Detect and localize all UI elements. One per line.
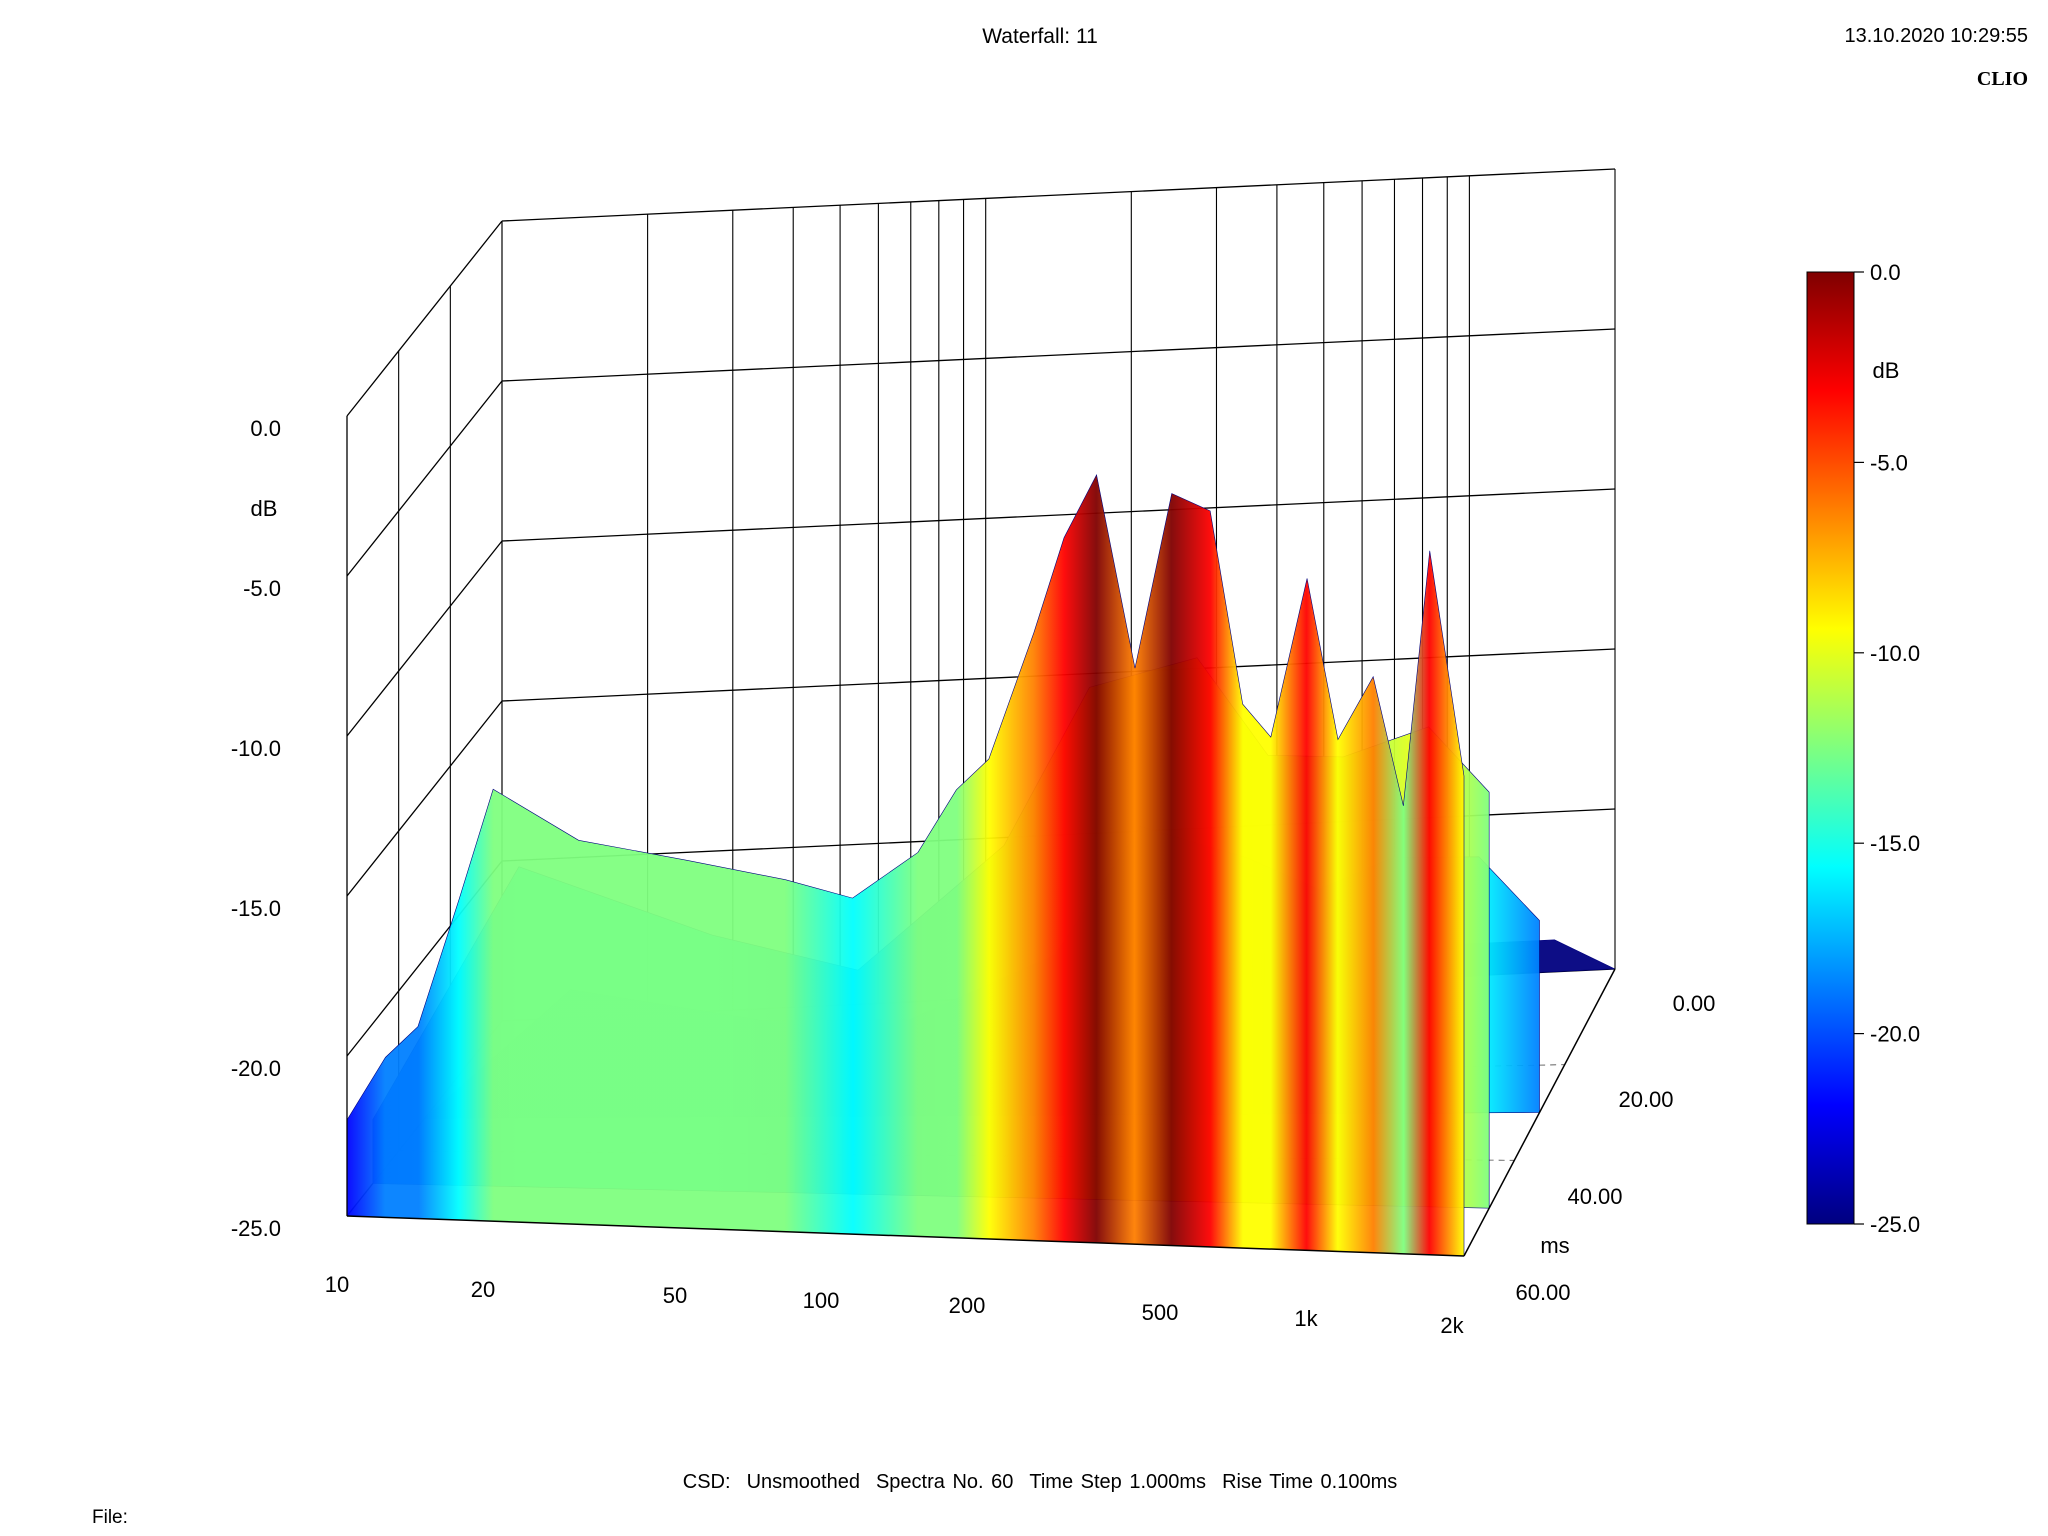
- colorbar-tick-label: -5.0: [1870, 450, 1908, 475]
- freq-tick-label: 200: [949, 1293, 986, 1318]
- time-tick-label: 0.00: [1673, 991, 1716, 1016]
- brand-logo: CLIO: [1976, 68, 2028, 90]
- grid-line-side: [346, 540, 503, 737]
- waterfall-surface: [346, 473, 1616, 1257]
- timestamp: 13.10.2020 10:29:55: [1844, 25, 2028, 47]
- front-baseline: [346, 1215, 1465, 1257]
- freq-tick-label: 2k: [1440, 1313, 1464, 1338]
- db-tick-label: -10.0: [231, 736, 281, 761]
- freq-tick-label: 500: [1142, 1300, 1179, 1325]
- time-step: Time Step 1.000ms: [1029, 1471, 1207, 1493]
- grid-line-db: [501, 168, 1616, 222]
- db-tick-label: -25.0: [231, 1216, 281, 1241]
- time-axis-label: ms: [1540, 1233, 1569, 1258]
- freq-tick-label: 1k: [1294, 1306, 1318, 1331]
- right-baseline: [1463, 968, 1616, 1257]
- colorbar-tick-label: -25.0: [1870, 1212, 1920, 1237]
- spectra-count: Spectra No. 60: [875, 1471, 1014, 1493]
- colorbar-gradient: [1806, 271, 1855, 1225]
- colorbar-tick-label: -15.0: [1870, 831, 1920, 856]
- colorbar-tick-label: 0.0: [1870, 260, 1901, 285]
- grid-line-side: [346, 380, 503, 577]
- freq-tick-label: 20: [471, 1277, 495, 1302]
- csd-label: CSD:: [682, 1471, 731, 1493]
- axis-labels: 0.0 -5.0 -10.0 -15.0 -20.0 -25.0 dB 10 20 50 100 20…: [231, 416, 1716, 1338]
- db-tick-label: -15.0: [231, 896, 281, 921]
- footer-info: CSD: Unsmoothed Spectra No. 60 Time Step 1.…: [0, 1472, 2048, 1492]
- db-tick-label: 0.0: [250, 416, 281, 441]
- grid-line-side: [346, 700, 503, 897]
- grid-line-db: [501, 328, 1616, 382]
- time-tick-label: 40.00: [1567, 1184, 1622, 1209]
- colorbar-tick-label: -20.0: [1870, 1022, 1920, 1047]
- time-tick-label: 20.00: [1618, 1087, 1673, 1112]
- freq-tick-label: 100: [803, 1288, 840, 1313]
- rise-time: Rise Time 0.100ms: [1222, 1471, 1398, 1493]
- colorbar: 0.0 -5.0 -10.0 -15.0 -20.0 -25.0 dB: [1806, 260, 1920, 1237]
- db-tick-label: -20.0: [231, 1056, 281, 1081]
- db-axis-label: dB: [251, 496, 278, 521]
- colorbar-unit-label: dB: [1873, 358, 1900, 383]
- front-frame: [346, 416, 1616, 1257]
- freq-tick-label: 50: [663, 1283, 687, 1308]
- spectrum-slice: [346, 473, 1465, 1257]
- freq-tick-label: 10: [325, 1272, 349, 1297]
- file-label: File:: [92, 1507, 128, 1528]
- time-tick-label: 60.00: [1515, 1280, 1570, 1305]
- grid-line-db: [501, 488, 1616, 542]
- chart-title: Waterfall: 11: [982, 25, 1098, 48]
- db-tick-label: -5.0: [243, 576, 281, 601]
- smoothing-value: Unsmoothed: [746, 1471, 860, 1493]
- grid-line-side: [346, 220, 503, 417]
- colorbar-tick-label: -10.0: [1870, 641, 1920, 666]
